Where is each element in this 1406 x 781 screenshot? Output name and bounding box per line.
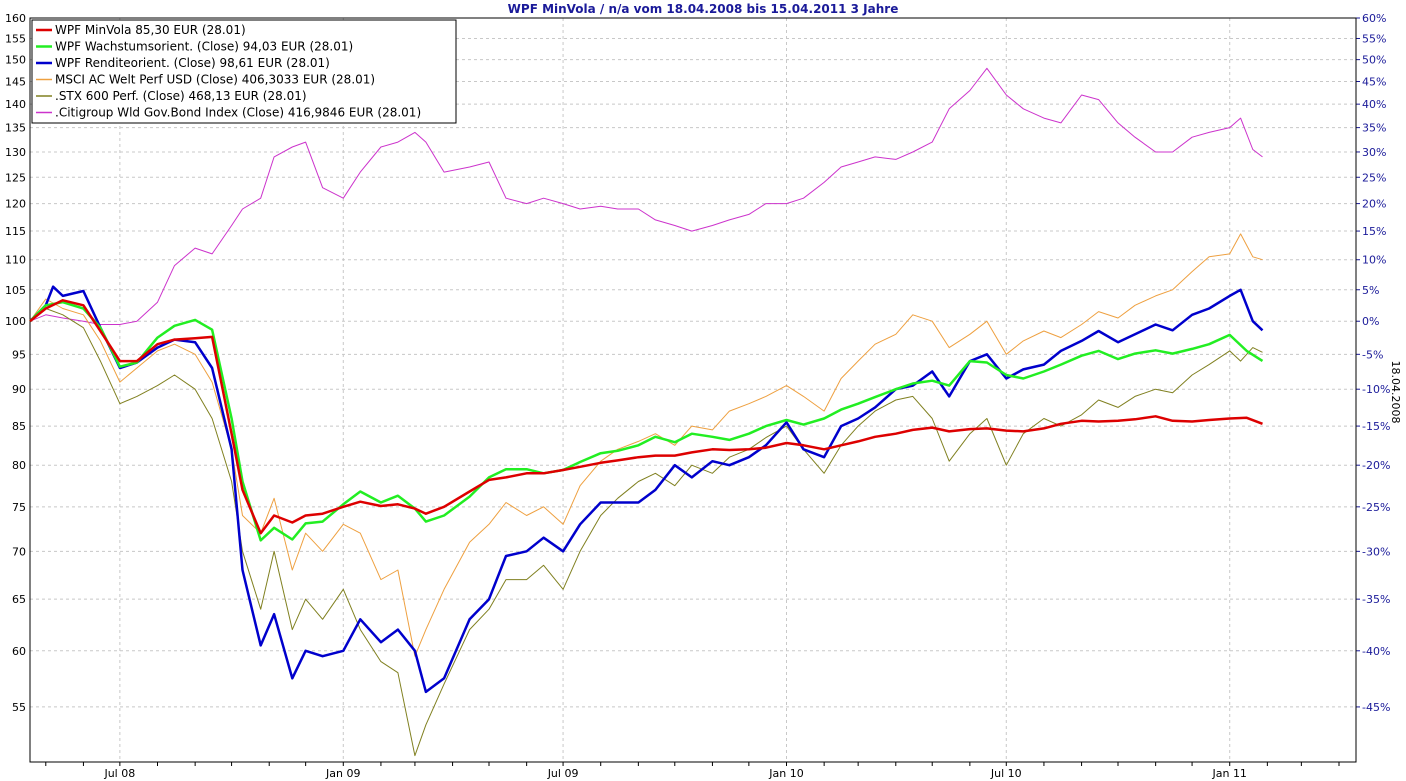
legend-entry: MSCI AC Welt Perf USD (Close) 406,3033 E… — [55, 73, 375, 87]
series-line-2 — [29, 300, 1264, 542]
y-tick-right: 50% — [1362, 54, 1386, 67]
series-line-1 — [29, 299, 1263, 535]
legend-entry: WPF MinVola 85,30 EUR (28.01) — [55, 23, 246, 37]
y-tick-left: 160 — [5, 12, 26, 25]
y-tick-left: 120 — [5, 198, 26, 211]
y-tick-left: 70 — [12, 545, 26, 558]
y-tick-right: 30% — [1362, 146, 1386, 159]
y-tick-right: -25% — [1362, 501, 1390, 514]
y-tick-left: 140 — [5, 98, 26, 111]
y-tick-left: 125 — [5, 171, 26, 184]
series-line-3 — [29, 285, 1264, 694]
chart-title: WPF MinVola / n/a vom 18.04.2008 bis 15.… — [508, 2, 899, 16]
y-tick-left: 150 — [5, 54, 26, 67]
y-tick-right: -45% — [1362, 701, 1390, 714]
x-tick-label: Jul 09 — [547, 767, 579, 780]
y-tick-left: 80 — [12, 459, 26, 472]
legend: WPF MinVola 85,30 EUR (28.01) WPF Wachstu… — [31, 19, 457, 124]
y-tick-right: 45% — [1362, 76, 1386, 89]
y-tick-left: 65 — [12, 593, 26, 606]
side-date-label: 18.04.2008 — [1389, 361, 1402, 424]
y-tick-left: 100 — [5, 315, 26, 328]
y-tick-left: 95 — [12, 348, 26, 361]
y-tick-left: 75 — [12, 501, 26, 514]
y-tick-right: -20% — [1362, 459, 1390, 472]
y-tick-right: 60% — [1362, 12, 1386, 25]
x-tick-label: Jul 08 — [103, 767, 135, 780]
y-tick-left: 145 — [5, 76, 26, 89]
legend-entry: WPF Wachstumsorient. (Close) 94,03 EUR (… — [55, 40, 353, 54]
y-tick-right: 15% — [1362, 225, 1386, 238]
x-tick-label: Jan 11 — [1211, 767, 1246, 780]
y-tick-left: 85 — [12, 420, 26, 433]
y-tick-right: -5% — [1362, 348, 1383, 361]
y-tick-left: 55 — [12, 701, 26, 714]
y-tick-left: 110 — [5, 254, 26, 267]
y-tick-right: 5% — [1362, 284, 1379, 297]
y-tick-right: 20% — [1362, 198, 1386, 211]
x-tick-label: Jan 09 — [325, 767, 360, 780]
x-tick-label: Jan 10 — [768, 767, 803, 780]
y-tick-left: 60 — [12, 645, 26, 658]
series-layer — [29, 67, 1264, 757]
y-tick-right: -35% — [1362, 593, 1390, 606]
plot-frame — [29, 17, 1357, 763]
y-tick-left: 135 — [5, 122, 26, 135]
y-tick-left: 90 — [12, 383, 26, 396]
y-tick-right: 55% — [1362, 32, 1386, 45]
y-tick-right: 0% — [1362, 315, 1379, 328]
y-tick-right: 40% — [1362, 98, 1386, 111]
legend-entry: .STX 600 Perf. (Close) 468,13 EUR (28.01… — [55, 89, 307, 103]
legend-entry: .Citigroup Wld Gov.Bond Index (Close) 41… — [55, 106, 421, 120]
y-tick-left: 155 — [5, 32, 26, 45]
x-tick-label: Jul 10 — [990, 767, 1022, 780]
axes: 55 60 65 70 75 80 85 90 95 100 105 110 115 120 125 130 1… — [5, 12, 1390, 780]
y-tick-left: 115 — [5, 225, 26, 238]
grid — [30, 17, 1356, 762]
y-tick-right: -40% — [1362, 645, 1390, 658]
y-tick-left: 130 — [5, 146, 26, 159]
legend-box — [31, 19, 457, 124]
legend-entry: WPF Renditeorient. (Close) 98,61 EUR (28… — [55, 56, 330, 70]
series-line-4 — [29, 233, 1263, 657]
y-tick-right: 25% — [1362, 171, 1386, 184]
y-tick-right: 10% — [1362, 254, 1386, 267]
y-tick-right: -10% — [1362, 383, 1390, 396]
y-tick-left: 105 — [5, 284, 26, 297]
y-tick-right: 35% — [1362, 122, 1386, 135]
y-tick-right: -15% — [1362, 420, 1390, 433]
y-tick-right: -30% — [1362, 545, 1390, 558]
series-line-6 — [29, 67, 1263, 325]
